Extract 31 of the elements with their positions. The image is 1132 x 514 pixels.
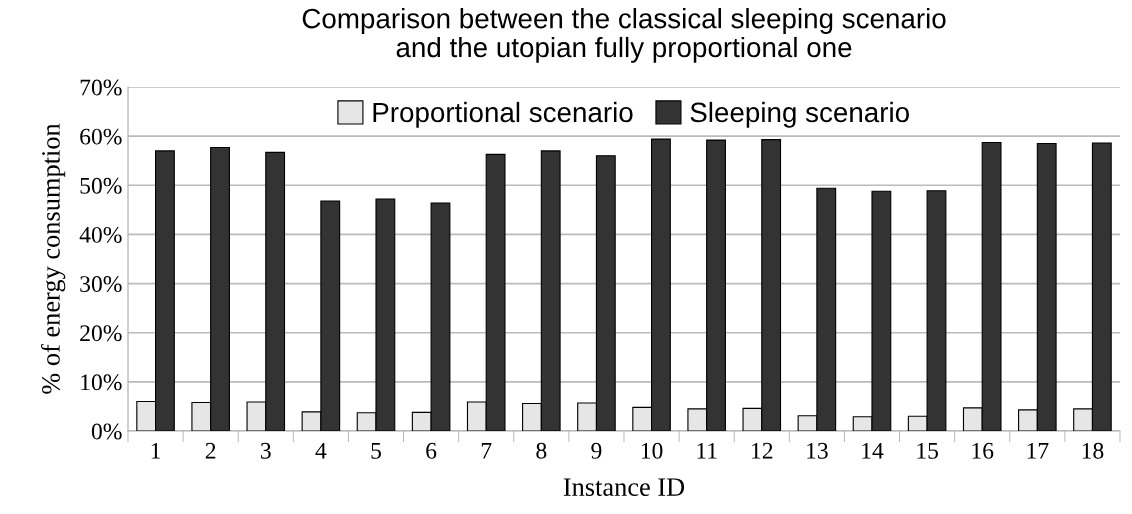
x-tick-label: 9 [591, 442, 602, 459]
y-tick-label: 40% [79, 226, 122, 243]
y-tick-label: 10% [81, 374, 122, 391]
x-tick-label: 11 [697, 442, 717, 459]
y-tick-label: 50% [80, 177, 122, 194]
x-tick-label: 4 [315, 442, 327, 459]
y-tick-label: 60% [80, 128, 122, 145]
x-tick-label: 17 [1027, 442, 1049, 459]
y-tick-label: 30% [80, 276, 122, 293]
legend-label: Sleeping scenario [690, 101, 909, 128]
x-tick-label: 13 [807, 442, 828, 459]
x-tick-label: 3 [261, 442, 271, 459]
legend-label: Proportional scenario [373, 101, 633, 128]
x-tick-label: 5 [371, 443, 381, 459]
x-tick-label: 18 [1082, 442, 1104, 459]
y-tick-label: 20% [80, 325, 122, 342]
x-tick-label: 8 [536, 442, 547, 459]
y-axis-title: % of energy consumption [41, 123, 66, 394]
x-axis-title: Instance ID [563, 478, 685, 496]
y-tick-label: 70% [80, 79, 122, 96]
x-tick-label: 14 [862, 442, 884, 459]
x-tick-label: 6 [426, 442, 437, 459]
x-tick-label: 2 [205, 442, 216, 459]
x-tick-label: 7 [481, 443, 492, 459]
x-tick-label: 16 [972, 442, 994, 459]
x-tick-label: 15 [917, 442, 938, 459]
x-tick-label: 10 [641, 442, 663, 459]
y-tick-label: 0% [91, 423, 122, 440]
chart-title: Comparison between the classical sleeping scenario and the utopian fully proportional one [302, 8, 946, 63]
x-tick-label: 12 [752, 442, 773, 459]
x-tick-label: 1 [151, 442, 161, 459]
